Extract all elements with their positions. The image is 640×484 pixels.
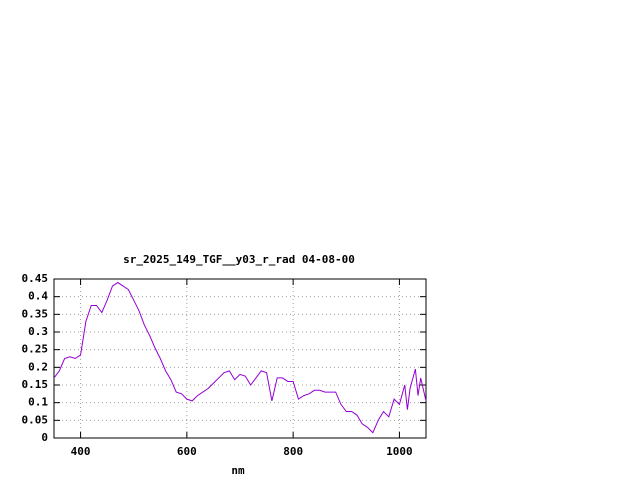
- y-tick-label: 0.45: [22, 272, 49, 285]
- x-tick-label: 400: [71, 445, 91, 458]
- data-line: [53, 281, 427, 434]
- y-tick-label: 0: [41, 431, 48, 444]
- y-tick-label: 0.1: [28, 396, 48, 409]
- y-tick-label: 0.05: [22, 413, 49, 426]
- plot-border: [53, 278, 427, 439]
- x-tick-label: 800: [283, 445, 303, 458]
- y-tick-label: 0.35: [22, 307, 49, 320]
- y-tick-label: 0.25: [22, 343, 49, 356]
- y-tick-label: 0.4: [28, 290, 48, 303]
- x-tick-label: 600: [177, 445, 197, 458]
- x-axis-label: nm: [231, 464, 245, 477]
- y-tick-label: 0.3: [28, 325, 48, 338]
- y-tick-label: 0.15: [22, 378, 49, 391]
- chart-title: sr_2025_149_TGF__y03_r_rad 04-08-00: [123, 253, 355, 266]
- y-tick-label: 0.2: [28, 360, 48, 373]
- x-tick-label: 1000: [386, 445, 413, 458]
